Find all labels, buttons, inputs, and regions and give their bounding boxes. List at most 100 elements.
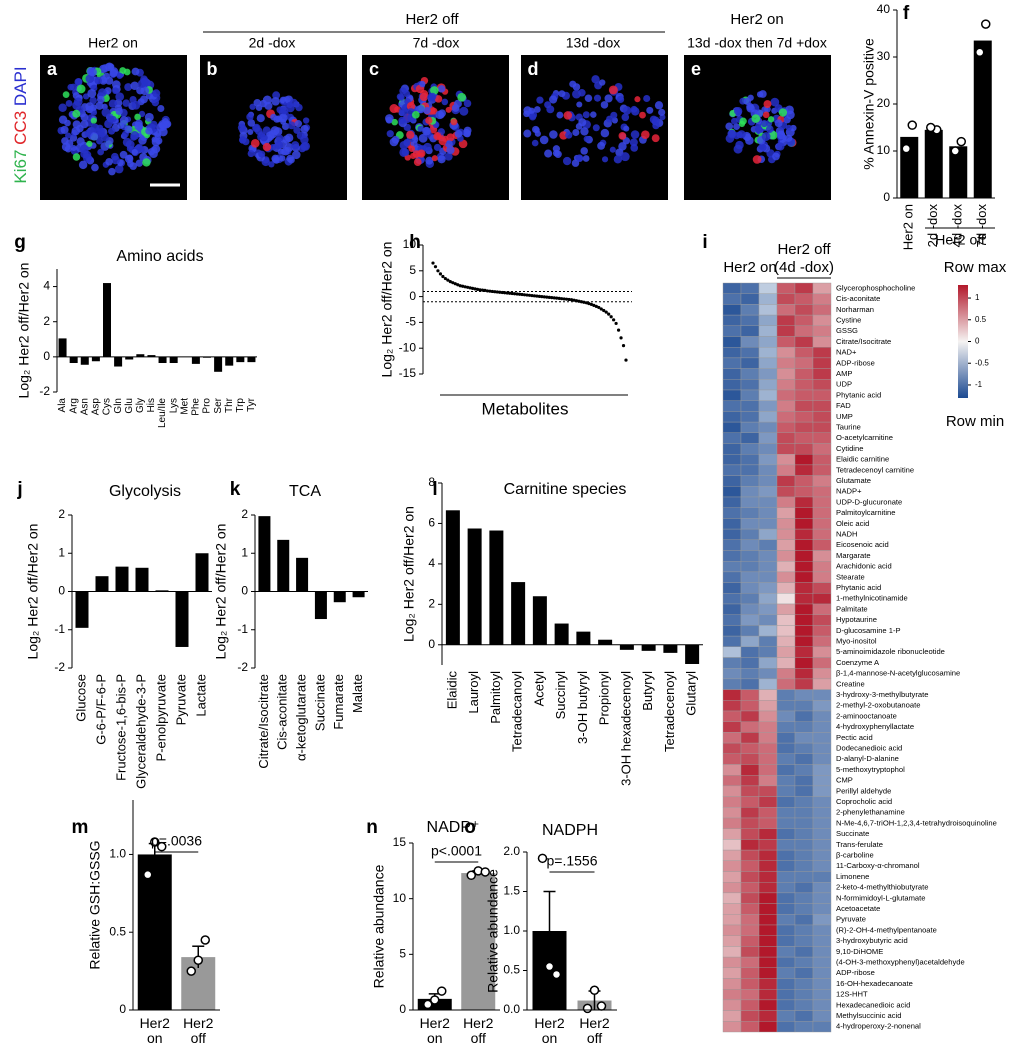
nucleus — [162, 120, 171, 129]
heatmap-cell — [740, 871, 760, 883]
heatmap-cell — [740, 946, 760, 958]
row-label: Coprocholic acid — [836, 797, 892, 806]
heatmap-cell — [776, 924, 796, 936]
y-axis-label: Relative abundance — [485, 869, 501, 993]
nucleus — [130, 131, 140, 140]
nucleus — [727, 129, 737, 139]
row-label: 2-keto-4-methylthiobutyrate — [836, 883, 928, 892]
heatmap-cell — [722, 742, 742, 754]
heatmap-cell — [776, 582, 796, 594]
scale-label: Row min — [946, 413, 1004, 430]
heatmap-cell — [740, 935, 760, 947]
y-tick-label: 0 — [58, 584, 65, 598]
data-point — [542, 295, 546, 299]
row-label: 12S-HHT — [836, 990, 868, 999]
nucleus — [408, 145, 416, 152]
data-point — [547, 295, 551, 299]
annotation: p=.0036 — [151, 833, 202, 849]
nucleus — [658, 108, 666, 116]
nucleus — [108, 167, 116, 176]
heatmap-cell — [758, 550, 778, 562]
x-tick-label: Glucose — [73, 674, 88, 722]
nucleus — [774, 119, 783, 128]
x-tick-label: Thr — [224, 397, 235, 413]
data-point — [522, 293, 527, 297]
nucleus — [88, 67, 97, 77]
heatmap-cell — [794, 528, 814, 540]
heatmap-cell — [722, 454, 742, 466]
nucleus — [292, 150, 301, 160]
heatmap-cell — [740, 839, 760, 851]
bar — [136, 354, 145, 357]
heatmap-cell — [794, 357, 814, 369]
colorbar-tick-label: -0.5 — [975, 358, 989, 367]
data-point — [478, 288, 482, 292]
panel-letter: l — [432, 479, 437, 500]
nucleus — [274, 141, 284, 150]
data-point — [466, 285, 470, 289]
heatmap-cell — [794, 956, 814, 968]
heatmap-cell — [812, 443, 832, 455]
row-label: Glutamate — [836, 476, 871, 485]
nucleus — [532, 125, 540, 134]
heatmap-cell — [812, 454, 832, 466]
y-axis-label: Log₂ Her2 off/Her2 on — [401, 506, 417, 642]
heatmap-cell — [758, 293, 778, 305]
x-tick-label: 2d -dox — [925, 204, 940, 248]
row-label: 4-hydroperoxy-2-nonenal — [836, 1022, 921, 1031]
nucleus — [528, 107, 535, 115]
nucleus — [262, 142, 272, 152]
bar — [135, 567, 149, 592]
data-point — [589, 985, 600, 995]
heatmap-cell — [776, 336, 796, 348]
data-point — [468, 286, 472, 290]
y-tick-label: 5 — [409, 263, 416, 277]
colorbar-tick-label: 0.5 — [975, 315, 987, 324]
heatmap-cell — [776, 325, 796, 337]
data-point — [475, 287, 480, 291]
data-point — [470, 286, 475, 290]
heatmap-cell — [740, 357, 760, 369]
heatmap-cell — [758, 678, 778, 690]
data-point — [565, 297, 569, 301]
heatmap-cell — [776, 828, 796, 840]
heatmap-cell — [776, 486, 796, 498]
heatmap-cell — [812, 946, 832, 958]
heatmap-cell — [812, 421, 832, 434]
heatmap-cell — [794, 999, 814, 1011]
heatmap-cell — [776, 421, 796, 434]
heatmap-cell — [812, 742, 832, 754]
row-label: β-carboline — [836, 850, 874, 859]
stain-label: Ki67 CC3 DAPI — [11, 66, 30, 183]
heatmap-cell — [722, 475, 742, 487]
nucleus — [247, 128, 254, 135]
heatmap-cell — [758, 379, 778, 391]
nucleus — [401, 148, 410, 157]
heatmap-cell — [812, 871, 832, 883]
heatmap-cell — [776, 550, 796, 562]
nucleus — [78, 160, 88, 170]
nucleus — [278, 155, 286, 162]
heatmap-cell — [812, 550, 832, 562]
panel-letter: h — [409, 232, 421, 253]
heatmap-cell — [776, 742, 796, 754]
nucleus — [287, 121, 296, 130]
data-point — [150, 837, 160, 847]
heatmap-cell — [794, 882, 814, 894]
heatmap-cell — [812, 635, 832, 647]
heatmap-cell — [758, 700, 778, 712]
y-axis-label: Log₂ Her2 off/Her2 on — [379, 242, 395, 378]
heatmap-cell — [812, 571, 832, 583]
heatmap-cell — [812, 336, 832, 348]
heatmap-cell — [740, 325, 760, 337]
nucleus — [772, 152, 780, 161]
heatmap-cell — [722, 828, 742, 840]
heatmap-cell — [740, 475, 760, 487]
y-tick-label: 5 — [399, 947, 406, 961]
y-tick-label: 0 — [399, 1002, 406, 1016]
heatmap-cell — [758, 539, 778, 551]
nucleus — [572, 129, 580, 137]
x-tick-label: Lys — [168, 398, 179, 413]
heatmap-cell — [812, 561, 832, 573]
nucleus — [237, 123, 247, 132]
